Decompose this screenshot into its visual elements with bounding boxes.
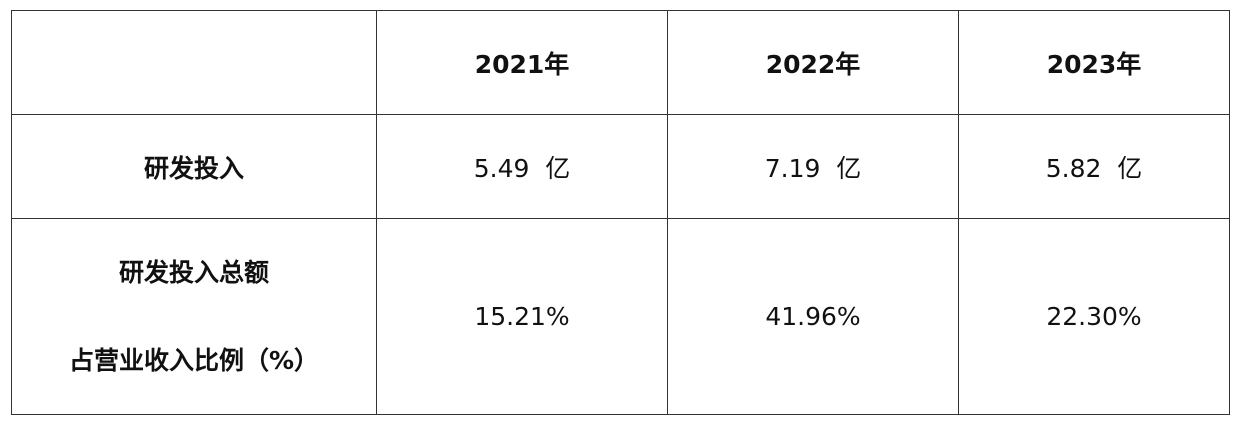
value-cell: 22.30% (958, 218, 1230, 415)
header-row: 2021年 2022年 2023年 (11, 10, 1230, 115)
row-label-cell: 研发投入 (11, 114, 377, 219)
data-table: 2021年 2022年 2023年 研发投入 5.49 亿 7.19 亿 5.82 亿研发投… (11, 10, 1230, 415)
data-row: 研发投入 5.49 亿 7.19 亿 5.82 亿 (11, 114, 1230, 219)
row-label: 占营业收入比例（%） (68, 345, 320, 375)
table-body: 2021年 2022年 2023年 研发投入 5.49 亿 7.19 亿 5.82 亿研发投… (11, 10, 1230, 415)
header-cell: 2021年 (376, 10, 668, 115)
row-label-cell: 研发投入总额占营业收入比例（%） (11, 218, 377, 415)
value-cell: 5.82 亿 (958, 114, 1230, 219)
corner-cell (11, 10, 377, 115)
data-row: 研发投入总额 占营业收入比例（%） 15.21% 41.96% 22.30% (11, 218, 1230, 415)
header-cell: 2022年 (667, 10, 959, 115)
value-cell: 41.96% (667, 218, 959, 415)
value-cell: 5.49 亿 (376, 114, 668, 219)
row-label: 研发投入 (143, 153, 244, 183)
row-label: 研发投入总额 (118, 257, 269, 287)
value-cell: 15.21% (376, 218, 668, 415)
header-cell: 2023年 (958, 10, 1230, 115)
value-cell: 7.19 亿 (667, 114, 959, 219)
